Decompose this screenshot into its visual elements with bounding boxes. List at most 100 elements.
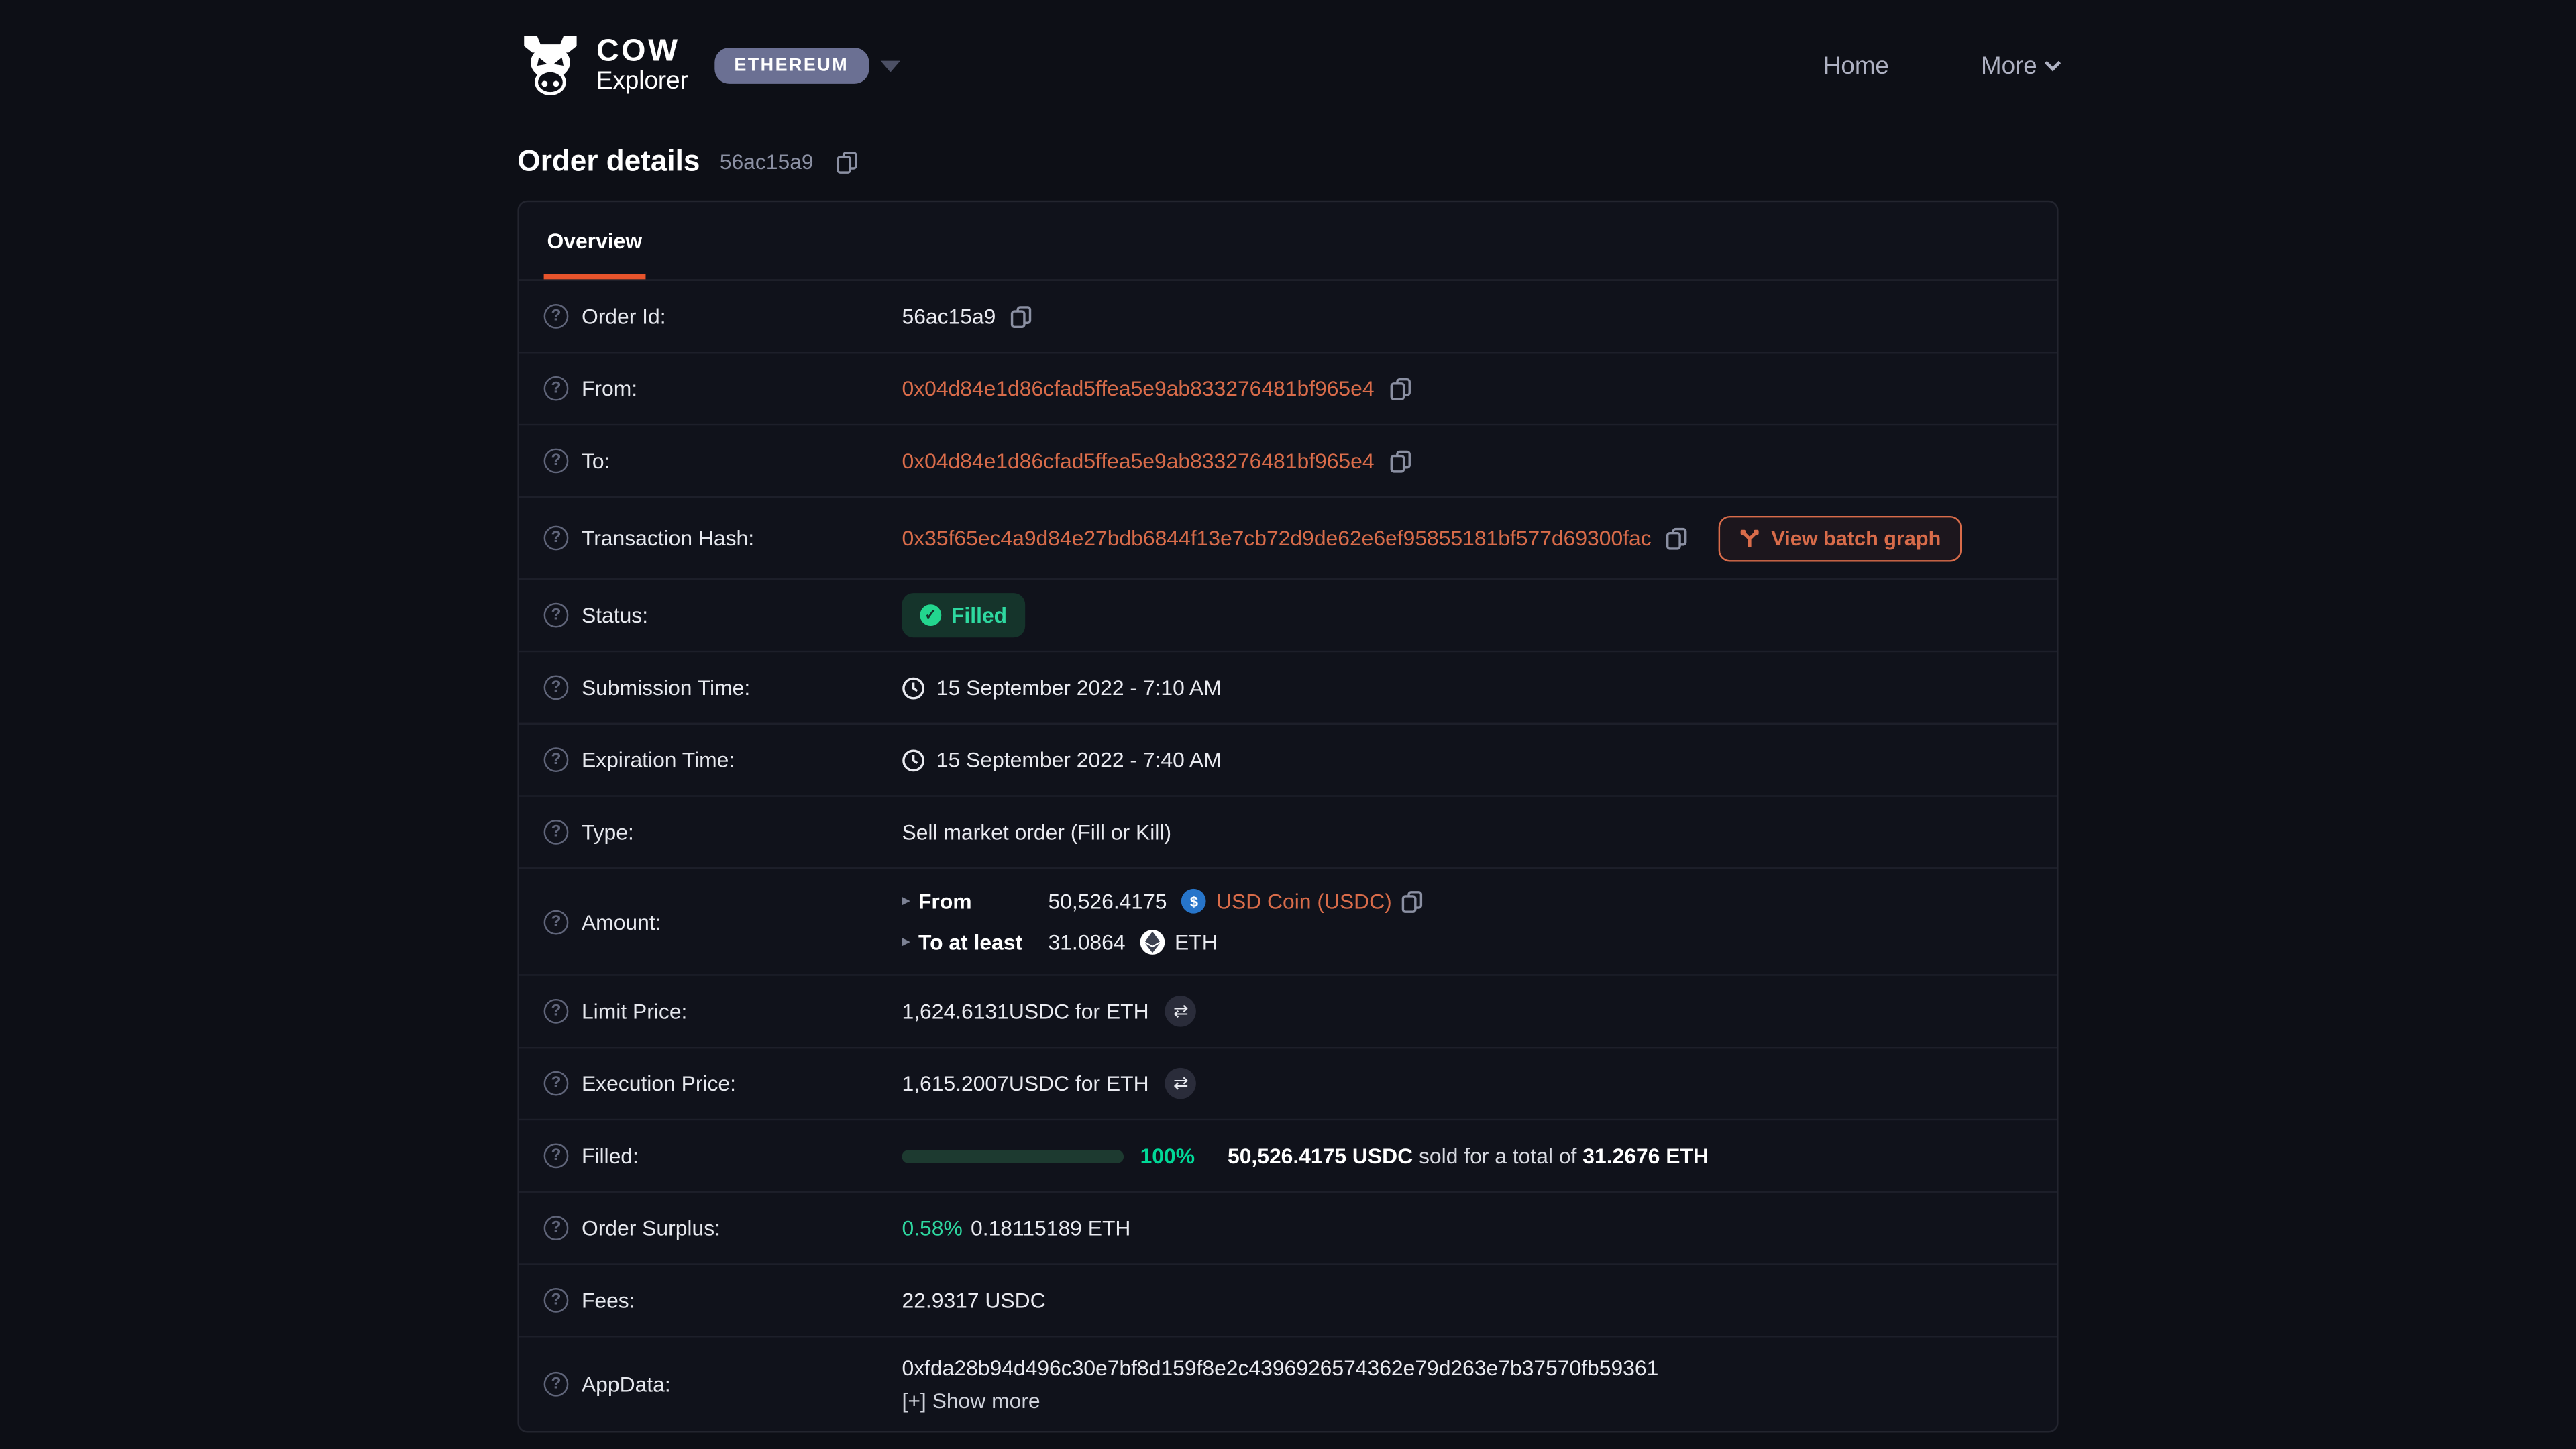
row-label: Limit Price: [581, 998, 688, 1024]
amount-to-line: ▸ To at least 31.0864 ETH [902, 923, 1218, 961]
help-icon[interactable]: ? [543, 909, 569, 934]
help-icon[interactable]: ? [543, 1371, 569, 1397]
row-label: Type: [581, 820, 634, 845]
amount-from-line: ▸ From 50,526.4175 $ USD Coin (USDC) [902, 882, 1423, 920]
execution-price-value: 1,615.2007USDC for ETH [902, 1071, 1149, 1096]
to-address-link[interactable]: 0x04d84e1d86cfad5ffea5e9ab833276481bf965… [902, 448, 1375, 474]
row-status: ? Status: ✓ Filled [519, 580, 2057, 653]
row-tx-hash: ? Transaction Hash: 0x35f65ec4a9d84e27bd… [519, 498, 2057, 580]
help-icon[interactable]: ? [543, 525, 569, 551]
row-label: Order Id: [581, 304, 666, 329]
row-label: Submission Time: [581, 675, 751, 700]
help-icon[interactable]: ? [543, 675, 569, 700]
page-head: Order details 56ac15a9 [517, 145, 2058, 179]
order-id-value: 56ac15a9 [902, 304, 996, 329]
triangle-right-icon: ▸ [902, 892, 910, 910]
help-icon[interactable]: ? [543, 448, 569, 474]
expiration-time-value: 15 September 2022 - 7:40 AM [936, 747, 1222, 773]
help-icon[interactable]: ? [543, 602, 569, 628]
network-caret-down-icon[interactable] [879, 60, 900, 72]
page-title: Order details [517, 144, 700, 178]
copy-icon[interactable] [837, 150, 858, 173]
row-fees: ? Fees: 22.9317 USDC [519, 1265, 2057, 1338]
fees-value: 22.9317 USDC [902, 1287, 1046, 1313]
filled-received-amount: 31.2676 ETH [1582, 1143, 1709, 1169]
row-execution-price: ? Execution Price: 1,615.2007USDC for ET… [519, 1048, 2057, 1121]
copy-icon[interactable] [1401, 890, 1423, 912]
order-type-value: Sell market order (Fill or Kill) [902, 820, 1172, 845]
help-icon[interactable]: ? [543, 820, 569, 845]
row-expiration-time: ? Expiration Time: 15 September 2022 - 7… [519, 724, 2057, 797]
help-icon[interactable]: ? [543, 747, 569, 773]
help-icon[interactable]: ? [543, 1143, 569, 1169]
row-type: ? Type: Sell market order (Fill or Kill) [519, 797, 2057, 869]
tab-overview[interactable]: Overview [543, 202, 646, 280]
copy-icon[interactable] [1389, 449, 1411, 472]
appdata-show-more[interactable]: [+] Show more [902, 1388, 1040, 1413]
view-batch-graph-button[interactable]: View batch graph [1719, 515, 1963, 561]
row-submission-time: ? Submission Time: 15 September 2022 - 7… [519, 652, 2057, 724]
usdc-token-link[interactable]: USD Coin (USDC) [1216, 888, 1392, 914]
copy-icon[interactable] [1389, 377, 1411, 400]
network-badge[interactable]: ETHEREUM [714, 48, 869, 84]
appdata-hash: 0xfda28b94d496c30e7bf8d159f8e2c439692657… [902, 1355, 1659, 1381]
amount-from-label: From [918, 888, 972, 914]
amount-to-value: 31.0864 [1048, 930, 1126, 955]
row-from: ? From: 0x04d84e1d86cfad5ffea5e9ab833276… [519, 354, 2057, 426]
tab-bar: Overview [519, 202, 2057, 281]
amount-to-label: To at least [918, 930, 1023, 955]
help-icon[interactable]: ? [543, 1216, 569, 1240]
filled-percent: 100% [1140, 1143, 1195, 1169]
eth-token-label: ETH [1175, 930, 1218, 955]
nav-home[interactable]: Home [1823, 52, 1889, 80]
row-label: Filled: [581, 1143, 639, 1169]
surplus-amount: 0.18115189 ETH [971, 1216, 1131, 1240]
row-label: Amount: [581, 909, 661, 934]
help-icon[interactable]: ? [543, 1071, 569, 1096]
row-to: ? To: 0x04d84e1d86cfad5ffea5e9ab83327648… [519, 425, 2057, 498]
filled-sold-amount: 50,526.4175 USDC [1227, 1143, 1413, 1169]
copy-icon[interactable] [1010, 305, 1032, 327]
row-label: Transaction Hash: [581, 525, 755, 551]
row-label: Order Surplus: [581, 1216, 720, 1240]
row-label: To: [581, 448, 610, 474]
clock-icon [902, 749, 925, 771]
filled-sold-text: sold for a total of [1418, 1143, 1577, 1169]
swap-price-icon[interactable]: ⇄ [1165, 1067, 1197, 1099]
row-label: AppData: [581, 1371, 671, 1397]
row-limit-price: ? Limit Price: 1,624.6131USDC for ETH ⇄ [519, 976, 2057, 1049]
logo-text: COW Explorer [596, 36, 688, 95]
help-icon[interactable]: ? [543, 376, 569, 401]
row-filled: ? Filled: 100% 50,526.4175 USDC sold for… [519, 1120, 2057, 1193]
status-label: Filled [951, 602, 1008, 628]
row-appdata: ? AppData: 0xfda28b94d496c30e7bf8d159f8e… [519, 1337, 2057, 1431]
logo-subtitle: Explorer [596, 67, 688, 96]
eth-token-icon [1140, 930, 1165, 955]
nav-more[interactable]: More [1981, 52, 2061, 80]
tx-hash-link[interactable]: 0x35f65ec4a9d84e27bdb6844f13e7cb72d9de62… [902, 525, 1652, 551]
limit-price-value: 1,624.6131USDC for ETH [902, 998, 1149, 1024]
surplus-percent: 0.58% [902, 1216, 963, 1240]
help-icon[interactable]: ? [543, 304, 569, 329]
help-icon[interactable]: ? [543, 1287, 569, 1313]
row-label: From: [581, 376, 638, 401]
row-label: Status: [581, 602, 649, 628]
view-batch-graph-label: View batch graph [1771, 526, 1941, 550]
triangle-right-icon: ▸ [902, 933, 910, 951]
help-icon[interactable]: ? [543, 998, 569, 1024]
cow-explorer-logo[interactable]: COW Explorer [517, 34, 688, 97]
swap-price-icon[interactable]: ⇄ [1165, 996, 1197, 1027]
copy-icon[interactable] [1666, 527, 1688, 549]
order-id-short: 56ac15a9 [719, 149, 814, 174]
filled-summary: 50,526.4175 USDC sold for a total of 31.… [1228, 1143, 1709, 1168]
check-circle-icon: ✓ [920, 604, 942, 627]
clock-icon [902, 676, 925, 699]
row-label: Expiration Time: [581, 747, 735, 773]
logo-title: COW [596, 34, 680, 70]
from-address-link[interactable]: 0x04d84e1d86cfad5ffea5e9ab833276481bf965… [902, 376, 1375, 401]
nav-more-label: More [1981, 52, 2037, 80]
row-order-surplus: ? Order Surplus: 0.58% 0.18115189 ETH [519, 1193, 2057, 1265]
cow-logo-icon [517, 34, 583, 97]
row-order-id: ? Order Id: 56ac15a9 [519, 281, 2057, 354]
